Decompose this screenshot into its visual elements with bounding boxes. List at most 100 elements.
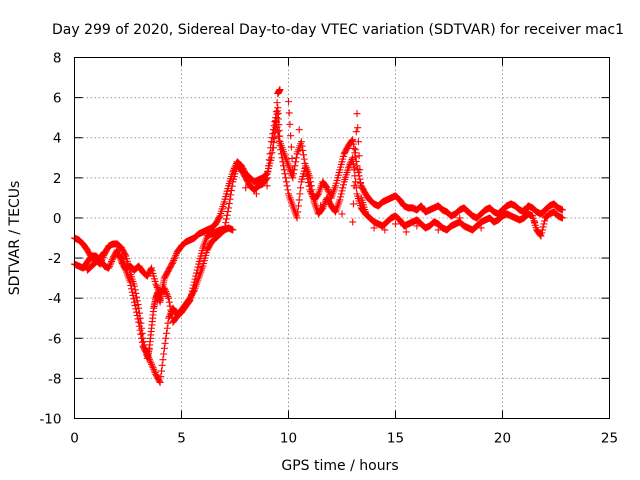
data-point (126, 278, 134, 286)
data-point (297, 184, 305, 192)
data-point (355, 152, 363, 160)
data-point (127, 281, 135, 289)
data-point (307, 178, 315, 186)
data-point (152, 280, 160, 288)
data-point (225, 204, 233, 212)
data-point (118, 254, 126, 262)
data-point (138, 338, 146, 346)
data-point (153, 282, 161, 290)
data-point (338, 187, 346, 195)
data-point (168, 310, 176, 318)
data-point (285, 109, 293, 117)
data-point (190, 278, 198, 286)
data-point (158, 367, 166, 375)
data-point (275, 137, 283, 145)
data-point (150, 367, 158, 375)
data-point (499, 210, 506, 218)
data-point (265, 156, 273, 164)
data-point (280, 162, 288, 170)
data-point (351, 172, 359, 180)
data-point (132, 305, 140, 313)
data-point (280, 166, 288, 174)
data-point (558, 206, 566, 214)
data-point (158, 361, 166, 369)
data-point (354, 124, 362, 132)
data-point (134, 315, 142, 323)
data-point (356, 166, 364, 174)
data-point (349, 140, 357, 148)
data-point (164, 292, 172, 300)
data-point (191, 275, 199, 283)
data-point (351, 164, 359, 172)
data-point (338, 210, 346, 218)
data-point (352, 146, 360, 154)
data-point (226, 195, 234, 203)
data-point (119, 257, 127, 265)
data-point (265, 162, 273, 170)
x-axis-label: GPS time / hours (281, 458, 398, 474)
data-point (262, 175, 270, 183)
data-point (193, 266, 201, 274)
data-point (161, 339, 169, 347)
data-point (107, 259, 115, 267)
data-point (381, 226, 389, 234)
data-point (160, 284, 168, 292)
data-point (324, 186, 332, 194)
data-point (278, 154, 286, 162)
data-point (289, 170, 297, 178)
data-point (145, 355, 153, 363)
data-point (276, 142, 284, 150)
data-point (149, 364, 157, 372)
data-point (477, 224, 485, 232)
data-point (339, 184, 347, 192)
x-tick-label: 5 (177, 431, 186, 447)
data-point (162, 334, 170, 342)
data-point (306, 174, 314, 182)
plot-frame (74, 57, 610, 419)
data-point (105, 264, 113, 272)
axis-ticks: -10 -8 -6 -4 -2 0 2 4 6 8 0 5 10 15 20 25 (39, 51, 618, 447)
data-point (339, 181, 347, 189)
data-point (348, 155, 356, 163)
data-point (541, 212, 549, 220)
data-point (293, 214, 301, 222)
data-point (148, 360, 156, 368)
data-point (133, 308, 141, 316)
data-point (309, 194, 317, 202)
data-point (346, 160, 354, 168)
data-point (135, 318, 143, 326)
data-points (71, 86, 566, 386)
data-point (349, 160, 357, 168)
data-point (167, 306, 175, 314)
data-point (143, 349, 151, 357)
data-point (337, 193, 345, 201)
data-point (130, 295, 138, 303)
data-point (192, 272, 200, 280)
data-point (350, 182, 358, 190)
data-point (538, 229, 546, 237)
data-point (362, 208, 370, 216)
data-point (288, 154, 296, 162)
data-point (281, 170, 289, 178)
data-point (299, 151, 307, 159)
data-point (356, 175, 364, 183)
data-point (108, 257, 116, 265)
data-point (277, 150, 285, 158)
data-point (120, 259, 128, 267)
data-point (133, 312, 141, 320)
data-point (215, 213, 223, 221)
data-point (145, 354, 153, 362)
data-point (146, 357, 154, 365)
chart-title: Day 299 of 2020, Sidereal Day-to-day VTE… (52, 22, 624, 38)
data-point (229, 226, 237, 234)
data-point (520, 206, 528, 214)
data-point (225, 200, 233, 208)
data-point (350, 144, 358, 152)
data-point (156, 378, 164, 386)
y-axis-label: SDTVAR / TECUs (7, 181, 23, 296)
data-point (242, 184, 250, 192)
data-point (165, 298, 173, 306)
data-point (168, 259, 176, 267)
data-point (349, 200, 357, 208)
